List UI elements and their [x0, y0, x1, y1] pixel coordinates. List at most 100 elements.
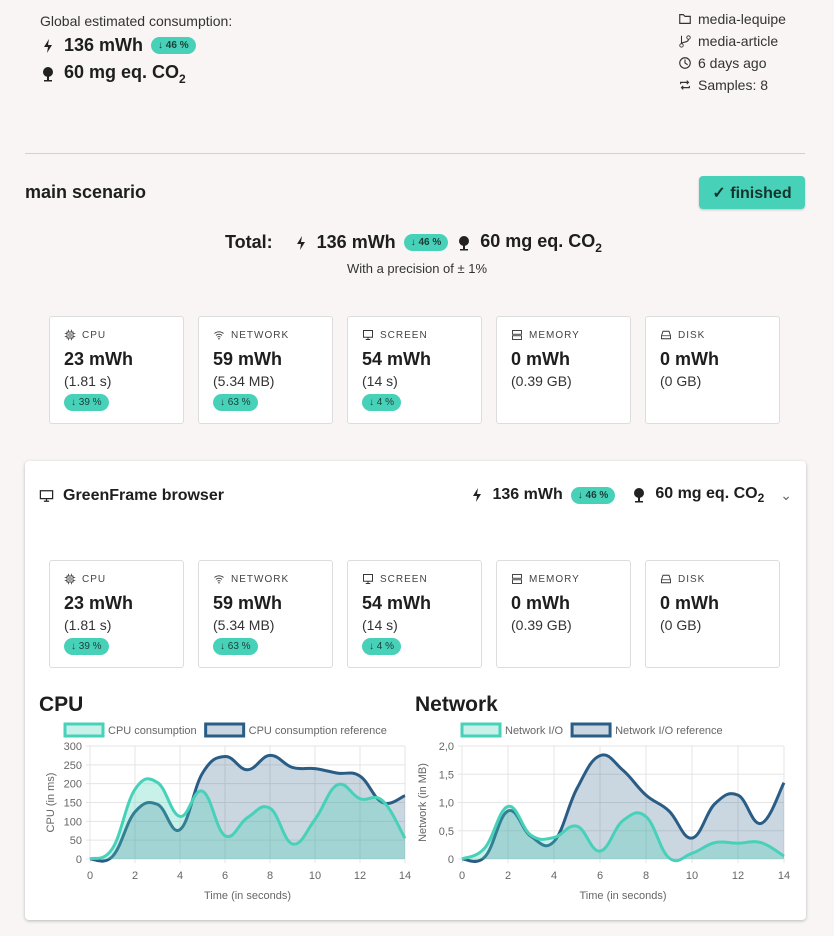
card-delta-badge: ↓ 4 %	[362, 394, 402, 411]
metric-card-cpu: CPU 23 mWh (1.81 s) ↓ 39 %	[49, 316, 184, 424]
card-header: NETWORK	[213, 329, 318, 341]
y-tick-label: 300	[64, 741, 82, 753]
meta-branch-label: media-article	[698, 33, 779, 49]
cpu-chart-title: CPU	[39, 693, 84, 716]
series-line	[89, 753, 406, 863]
legend-swatch	[63, 722, 105, 738]
card-value: 59 mWh	[213, 593, 283, 613]
monitor-icon	[39, 490, 54, 502]
scenario-title: main scenario	[25, 182, 147, 202]
bolt-icon	[472, 488, 481, 503]
disk-icon	[661, 574, 671, 584]
legend-swatch	[204, 722, 246, 738]
y-tick-label: 0	[76, 854, 82, 866]
global-co2: 60 mg eq. CO2	[40, 62, 232, 86]
metric-card-memory: MEMORY 0 mWh (0.39 GB)	[496, 560, 631, 668]
meta-project[interactable]: media-lequipe	[678, 8, 786, 30]
wifi-icon	[214, 575, 224, 584]
series-line	[461, 753, 786, 864]
card-detail: (0 GB)	[660, 373, 702, 389]
status-badge: ✓ finished	[699, 176, 805, 209]
co2-subscript: 2	[179, 71, 186, 86]
metric-card-screen: SCREEN 54 mWh (14 s) ↓ 4 %	[347, 560, 482, 668]
card-delta-badge: ↓ 63 %	[213, 394, 258, 411]
x-tick-label: 2	[132, 870, 138, 882]
browser-summary[interactable]: 136 mWh ↓ 46 % 60 mg eq. CO2 ⌄	[469, 485, 792, 506]
card-header: MEMORY	[511, 329, 616, 341]
global-energy: 136 mWh ↓ 46 %	[40, 35, 232, 56]
browser-panel: GreenFrame browser 136 mWh ↓ 46 % 60 mg …	[25, 461, 806, 920]
y-tick-label: 150	[64, 798, 82, 810]
metric-card-disk: DISK 0 mWh (0 GB)	[645, 316, 780, 424]
browser-energy: 136 mWh	[492, 486, 563, 504]
legend-label: CPU consumption	[108, 725, 197, 737]
card-delta-badge: ↓ 39 %	[64, 394, 109, 411]
disk-icon	[661, 330, 671, 340]
card-value: 23 mWh	[64, 349, 134, 369]
legend-label: Network I/O reference	[615, 725, 723, 737]
card-detail: (1.81 s)	[64, 617, 112, 633]
series-line	[461, 804, 785, 863]
network-chart: 0 0,5 1,0 1,5 2,0 0 2 4 6 8 10 12 14 Time (in seconds…	[417, 722, 790, 902]
card-detail: (14 s)	[362, 617, 398, 633]
x-tick-label: 0	[87, 870, 93, 882]
scenario-total: Total: 136 mWh ↓ 46 % 60 mg eq. CO2	[225, 231, 625, 255]
x-tick-label: 14	[778, 870, 790, 882]
legend-label: CPU consumption reference	[249, 725, 387, 737]
card-header: SCREEN	[362, 573, 467, 585]
browser-metric-cards: CPU 23 mWh (1.81 s) ↓ 39 % NETWORK 59 mWh …	[49, 560, 780, 668]
global-label: Global estimated consumption:	[40, 13, 233, 29]
cpu-icon	[64, 329, 76, 341]
metric-card-network: NETWORK 59 mWh (5.34 MB) ↓ 63 %	[198, 316, 333, 424]
repeat-icon	[680, 80, 690, 90]
chevron-down-icon[interactable]: ⌄	[780, 486, 792, 503]
browser-co2: 60 mg eq. CO	[655, 485, 758, 502]
card-value: 23 mWh	[64, 593, 134, 613]
memory-icon	[512, 330, 522, 340]
tree-icon	[43, 66, 53, 82]
metric-card-cpu: CPU 23 mWh (1.81 s) ↓ 39 %	[49, 560, 184, 668]
x-tick-label: 4	[551, 870, 557, 882]
card-header: CPU	[64, 573, 169, 585]
card-label: CPU	[82, 329, 107, 341]
series-area	[462, 754, 784, 862]
card-label: DISK	[678, 329, 706, 341]
y-axis-title: CPU (in ms)	[45, 773, 57, 833]
tree-icon	[459, 235, 470, 251]
card-value: 59 mWh	[213, 349, 283, 369]
folder-icon	[679, 14, 691, 24]
wifi-icon	[214, 331, 224, 340]
card-label: MEMORY	[529, 573, 580, 585]
y-tick-label: 200	[64, 779, 82, 791]
global-co2-value: 60 mg eq. CO	[64, 62, 180, 82]
card-header: SCREEN	[362, 329, 467, 341]
x-tick-label: 6	[597, 870, 603, 882]
monitor-icon	[363, 330, 373, 340]
card-header: NETWORK	[213, 573, 318, 585]
tree-icon	[634, 488, 645, 503]
x-tick-label: 6	[222, 870, 228, 882]
network-chart-title: Network	[415, 693, 498, 716]
meta-samples-label: Samples: 8	[698, 77, 769, 93]
total-energy-delta: ↓ 46 %	[403, 234, 449, 252]
scenario-metric-cards: CPU 23 mWh (1.81 s) ↓ 39 % NETWORK 59 mWh …	[49, 316, 780, 424]
series-area	[462, 806, 784, 861]
card-detail: (0.39 GB)	[511, 617, 572, 633]
card-label: CPU	[82, 573, 107, 585]
legend-swatch	[460, 722, 502, 738]
total-label: Total:	[225, 232, 273, 253]
card-detail: (1.81 s)	[64, 373, 112, 389]
branch-icon	[679, 35, 691, 48]
x-tick-label: 2	[505, 870, 511, 882]
total-energy: 136 mWh	[316, 232, 396, 253]
co2-subscript: 2	[757, 491, 765, 506]
y-tick-label: 250	[64, 760, 82, 772]
card-value: 0 mWh	[660, 593, 720, 613]
browser-title: GreenFrame browser	[63, 487, 224, 504]
precision-text: With a precision of ± 1%	[346, 261, 488, 276]
x-axis-title: Time (in seconds)	[204, 890, 291, 902]
meta-branch[interactable]: media-article	[678, 30, 786, 52]
clock-icon	[679, 57, 691, 69]
card-value: 0 mWh	[511, 593, 571, 613]
x-tick-label: 12	[732, 870, 744, 882]
